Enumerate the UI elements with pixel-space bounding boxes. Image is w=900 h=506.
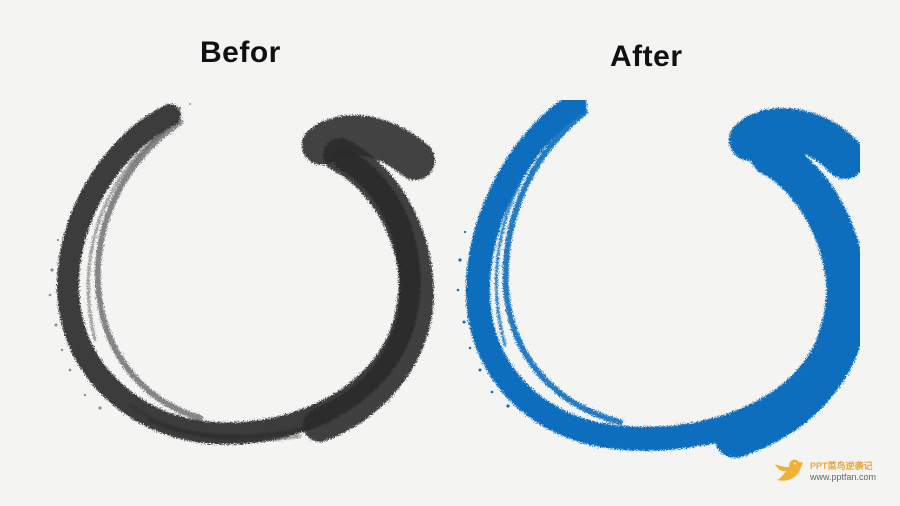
watermark-url: www.pptfan.com [810, 472, 877, 482]
watermark: PPT菜鸟逆袭记 www.pptfan.com [772, 454, 892, 488]
blue-enso-brush-circle [456, 100, 860, 458]
before-label: Befor [200, 36, 281, 69]
black-enso-brush-circle [48, 103, 435, 445]
watermark-name: PPT菜鸟逆袭记 [810, 461, 873, 471]
after-label: After [610, 40, 683, 73]
bird-icon [775, 459, 803, 481]
